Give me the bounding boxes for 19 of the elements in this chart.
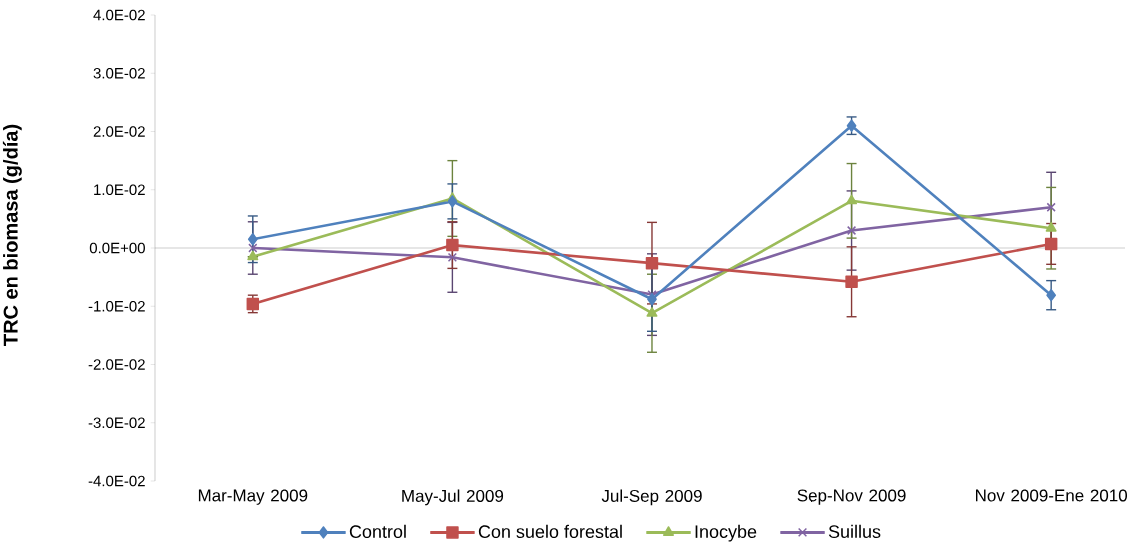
y-tick-label: -2.0E-02 (88, 359, 145, 370)
y-tick-label: -1.0E-02 (88, 300, 145, 312)
y-tick-label: 4.0E-02 (93, 9, 145, 21)
legend-label: Con suelo forestal (478, 524, 622, 539)
x-tick-label: Nov 2009-Ene 2010 (976, 489, 1128, 502)
y-tick-label: 0.0E+00 (89, 242, 145, 254)
y-tick-label: 2.0E-02 (93, 126, 145, 137)
x-tick-label: May-Jul 2009 (402, 489, 504, 506)
legend-label: Inocybe (695, 524, 757, 542)
y-tick-label: -4.0E-02 (88, 475, 145, 487)
legend-label: Suillus (828, 524, 881, 539)
y-tick-label: 3.0E-02 (93, 67, 145, 79)
y-axis-title: TRC en biomasa (g/día) (2, 124, 22, 346)
x-tick-label: Sep-Nov 2009 (797, 489, 906, 505)
x-tick-label: Jul-Sep 2009 (601, 489, 702, 506)
y-tick-label: 1.0E-02 (94, 184, 145, 196)
x-tick-label: Mar-May 2009 (198, 489, 308, 505)
legend-label: Control (349, 524, 406, 539)
y-tick-label: -3.0E-02 (88, 417, 145, 429)
